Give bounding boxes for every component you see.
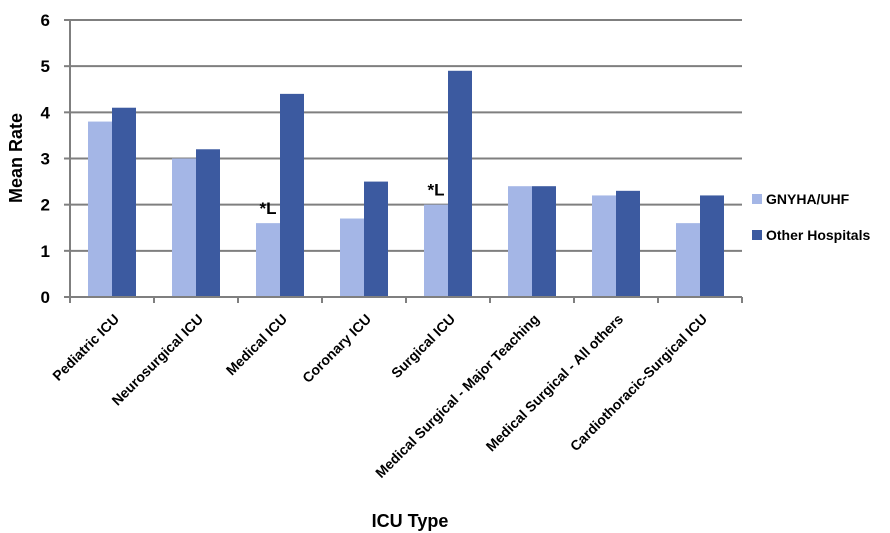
bar-other-hospitals: [112, 107, 136, 297]
bar-gnyha-uhf: [256, 223, 280, 297]
y-tick-label: 4: [41, 103, 51, 122]
bar-gnyha-uhf: [676, 223, 700, 297]
x-tick-label: Medical ICU: [223, 311, 290, 378]
x-tick-label: Medical Surgical - Major Teaching: [372, 311, 542, 481]
bar-gnyha-uhf: [172, 158, 196, 297]
annotations: *L *L: [260, 181, 445, 218]
x-tick-label: Pediatric ICU: [49, 311, 122, 384]
legend-label: GNYHA/UHF: [766, 191, 850, 207]
y-tick-label: 2: [41, 196, 50, 215]
x-tick-label: Surgical ICU: [388, 311, 458, 381]
bar-other-hospitals: [700, 195, 724, 297]
bar-other-hospitals: [532, 186, 556, 297]
bar-gnyha-uhf: [508, 186, 532, 297]
bar-other-hospitals: [196, 149, 220, 297]
bar-other-hospitals: [616, 190, 640, 297]
x-tick-label: Coronary ICU: [299, 311, 374, 386]
bar-annotation: *L: [260, 199, 277, 218]
y-axis-title: Mean Rate: [6, 113, 26, 203]
gridlines: [70, 19, 742, 252]
y-tick-labels: 0 1 2 3 4 5 6: [41, 11, 51, 307]
bar-gnyha-uhf: [88, 121, 112, 297]
x-tick-label: Cardiothoracic-Surgical ICU: [567, 311, 710, 454]
bar-other-hospitals: [364, 181, 388, 297]
bar-gnyha-uhf: [592, 195, 616, 297]
legend-swatch: [752, 230, 762, 240]
x-tick-label: Neurosurgical ICU: [108, 311, 206, 409]
y-tick-label: 6: [41, 11, 50, 30]
legend: GNYHA/UHF Other Hospitals: [752, 191, 870, 243]
y-tick-label: 0: [41, 288, 50, 307]
y-tick-label: 1: [41, 242, 50, 261]
bar-gnyha-uhf: [340, 218, 364, 297]
bar-other-hospitals: [280, 93, 304, 297]
x-axis-title: ICU Type: [372, 511, 449, 531]
bar-gnyha-uhf: [424, 204, 448, 297]
legend-swatch: [752, 194, 762, 204]
axes: [64, 19, 743, 303]
bar-other-hospitals: [448, 70, 472, 298]
x-tick-label: Medical Surgical - All others: [483, 311, 627, 455]
bars: [88, 70, 724, 298]
y-tick-label: 3: [41, 150, 50, 169]
legend-label: Other Hospitals: [766, 227, 870, 243]
bar-annotation: *L: [428, 181, 445, 200]
y-tick-label: 5: [41, 57, 50, 76]
